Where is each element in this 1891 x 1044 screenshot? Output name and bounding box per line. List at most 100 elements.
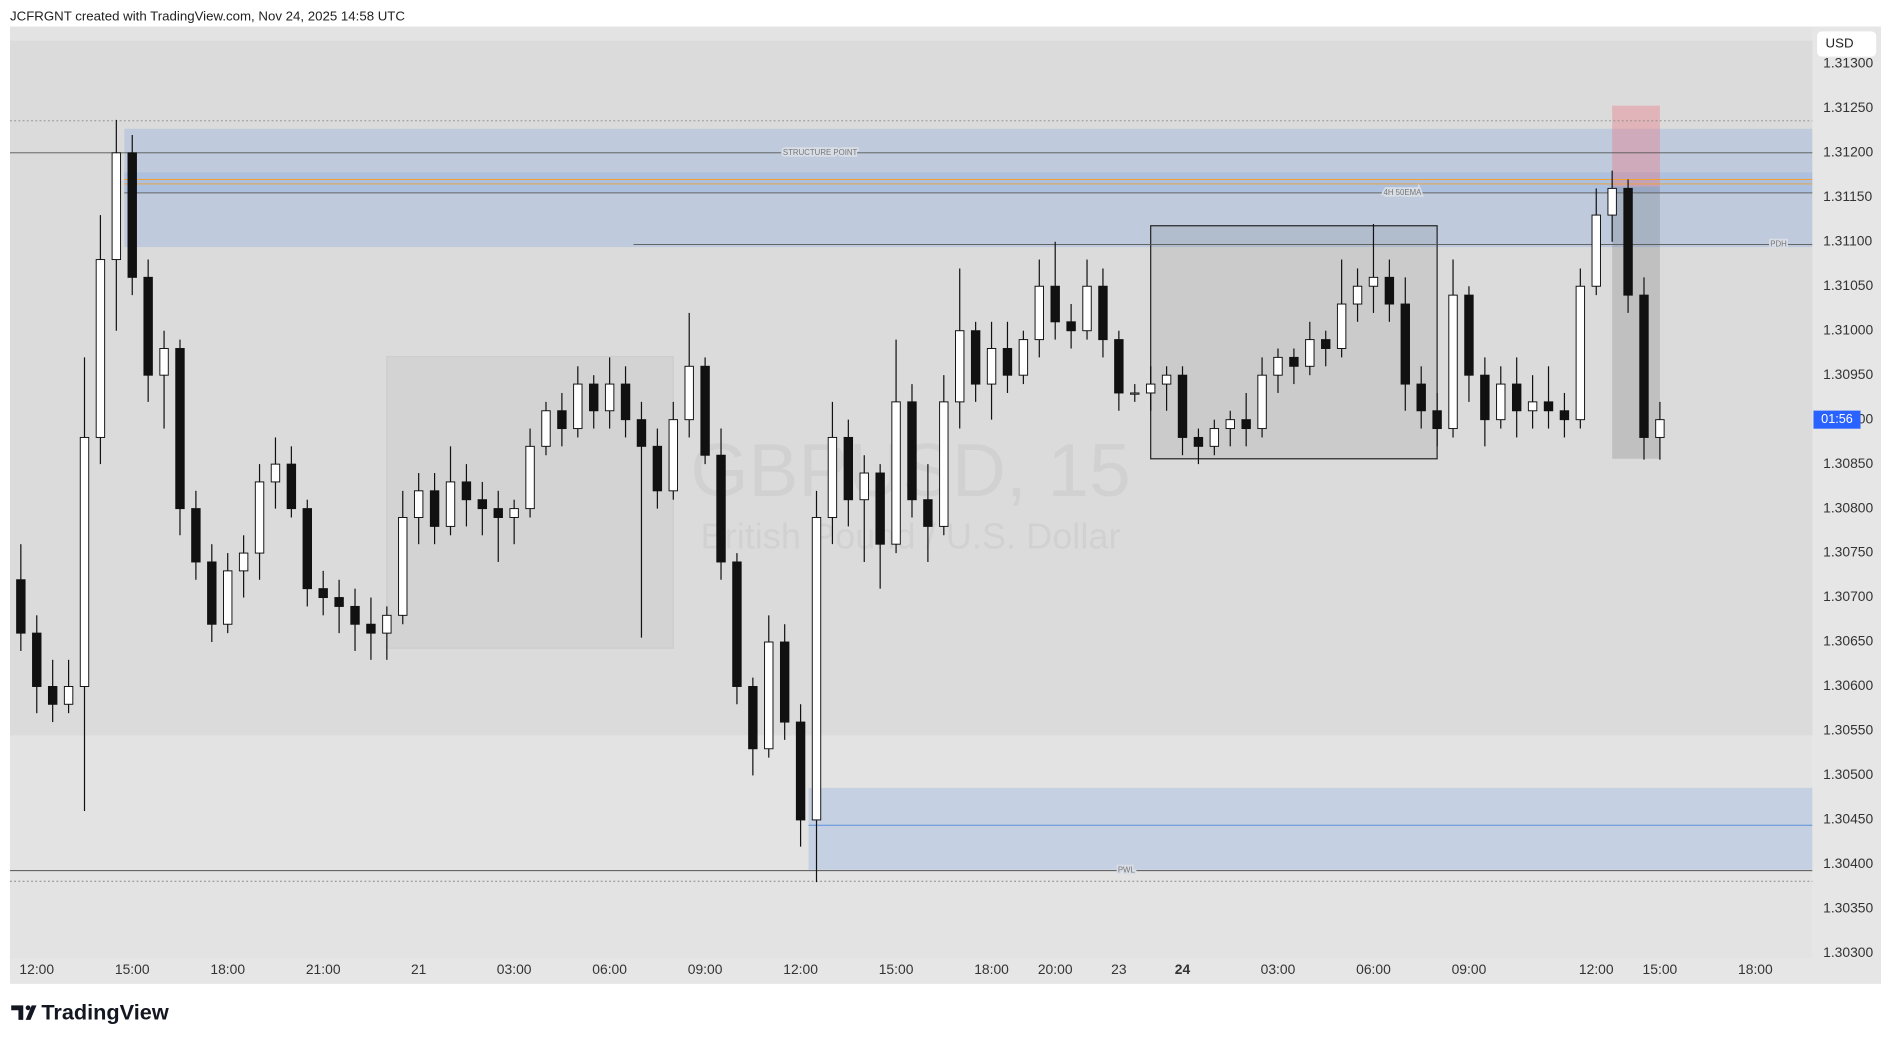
candle-body: [111, 152, 122, 261]
countdown: 01:56: [1821, 412, 1853, 426]
candle-body: [939, 401, 949, 527]
y-tick-label: 1.30750: [1823, 544, 1873, 560]
y-tick-label: 1.30800: [1823, 499, 1873, 515]
candle-body: [986, 348, 997, 385]
candle-body: [1511, 383, 1522, 412]
candle-body: [700, 365, 710, 456]
candle-body: [1241, 419, 1251, 430]
y-tick-label: 1.31000: [1823, 321, 1873, 337]
candle-body: [143, 276, 153, 376]
y-tick-label: 1.31150: [1823, 188, 1872, 204]
candle-body: [477, 499, 488, 510]
x-tick-label: 09:00: [688, 961, 723, 977]
x-tick-label: 12:00: [783, 961, 818, 977]
candle-body: [1161, 374, 1172, 385]
candle-body: [668, 419, 678, 492]
candle-body: [1082, 285, 1092, 332]
candle-body: [1496, 383, 1506, 421]
candle-body: [859, 472, 869, 501]
candle-body: [907, 401, 917, 501]
candle-body: [238, 552, 249, 572]
candle-body: [620, 383, 631, 421]
zone: [124, 172, 1813, 193]
x-tick-label: 18:00: [210, 961, 245, 977]
zone: [124, 128, 1813, 248]
candle-body: [334, 597, 344, 607]
level-label: 4H 50EMA: [1383, 188, 1422, 197]
candle-body: [223, 570, 233, 625]
candle-body: [398, 517, 408, 616]
candle-body: [1432, 410, 1442, 430]
candle-body: [1289, 356, 1299, 367]
x-tick-label: 24: [1175, 961, 1191, 977]
candle-body: [1416, 383, 1426, 412]
candle-body: [1273, 356, 1283, 376]
candle-body: [16, 579, 26, 634]
candle-body: [525, 445, 535, 510]
candle-body: [270, 463, 281, 483]
x-tick-label: 06:00: [592, 961, 627, 977]
candle-body: [541, 410, 551, 447]
x-tick-label: 03:00: [1261, 961, 1296, 977]
candle-body: [1114, 339, 1124, 394]
foreground-layer: STRUCTURE POINT 4H 50EMA PDH PWL: [9, 119, 1813, 883]
range-box: [1612, 105, 1660, 187]
logo-dot: [25, 1005, 31, 1011]
candle-body: [63, 686, 74, 705]
range-box: [386, 355, 674, 649]
candle-body: [95, 259, 106, 438]
candle-body: [970, 330, 981, 385]
candle-body: [159, 348, 169, 376]
candle-body: [795, 721, 806, 821]
y-tick-label: 1.30450: [1823, 811, 1873, 827]
candle-body: [1623, 187, 1633, 296]
y-tick-label: 1.31250: [1823, 99, 1873, 115]
candle-body: [684, 365, 694, 421]
candle-body: [429, 490, 440, 527]
y-tick-label: 1.30300: [1823, 944, 1873, 960]
background-layer: [124, 105, 1813, 870]
range-box: [1150, 225, 1438, 460]
candle-body: [1384, 276, 1395, 305]
candle-body: [843, 436, 854, 501]
candle-body: [827, 436, 838, 518]
currency[interactable]: USD: [1826, 36, 1854, 51]
watermark-subtitle: British Pound / U.S. Dollar: [701, 515, 1121, 556]
header: JCFRGNT created with TradingView.com, No…: [10, 8, 405, 23]
candle-body: [1464, 294, 1474, 376]
candle-body: [875, 472, 885, 545]
candle-body: [1034, 285, 1044, 341]
x-tick-label: 21:00: [306, 961, 341, 977]
candle-body: [748, 686, 758, 750]
candle-body: [604, 383, 615, 412]
candle-body: [1209, 428, 1220, 447]
price-tag: [1813, 410, 1861, 429]
candle-body: [1559, 410, 1570, 421]
x-tick-label: 15:00: [1643, 961, 1678, 977]
candle-body: [1002, 348, 1013, 376]
candle-body: [1591, 214, 1601, 287]
y-tick-label: 1.30950: [1823, 366, 1873, 382]
candle-body: [732, 561, 742, 687]
level-label: STRUCTURE POINT: [783, 148, 858, 157]
candle-body: [589, 383, 599, 412]
candle-body: [47, 686, 58, 705]
candle-body: [207, 561, 217, 625]
price-axis: [1812, 26, 1882, 984]
candle-body: [1368, 276, 1379, 287]
candle-body: [1655, 419, 1665, 438]
currency-box[interactable]: [1817, 31, 1877, 57]
candle-body: [636, 419, 647, 447]
candle-body: [1257, 374, 1267, 430]
candle-body: [1193, 436, 1204, 447]
candle-body: [191, 508, 201, 563]
candle-body: [175, 348, 185, 510]
logo: TradingView: [11, 1000, 169, 1025]
candle-body: [350, 605, 360, 625]
candle-body: [1018, 339, 1029, 376]
candle-body: [32, 632, 42, 687]
candle-body: [557, 410, 567, 430]
candle-body: [1543, 401, 1554, 412]
candle-body: [1066, 321, 1076, 332]
candle-body: [413, 490, 424, 518]
